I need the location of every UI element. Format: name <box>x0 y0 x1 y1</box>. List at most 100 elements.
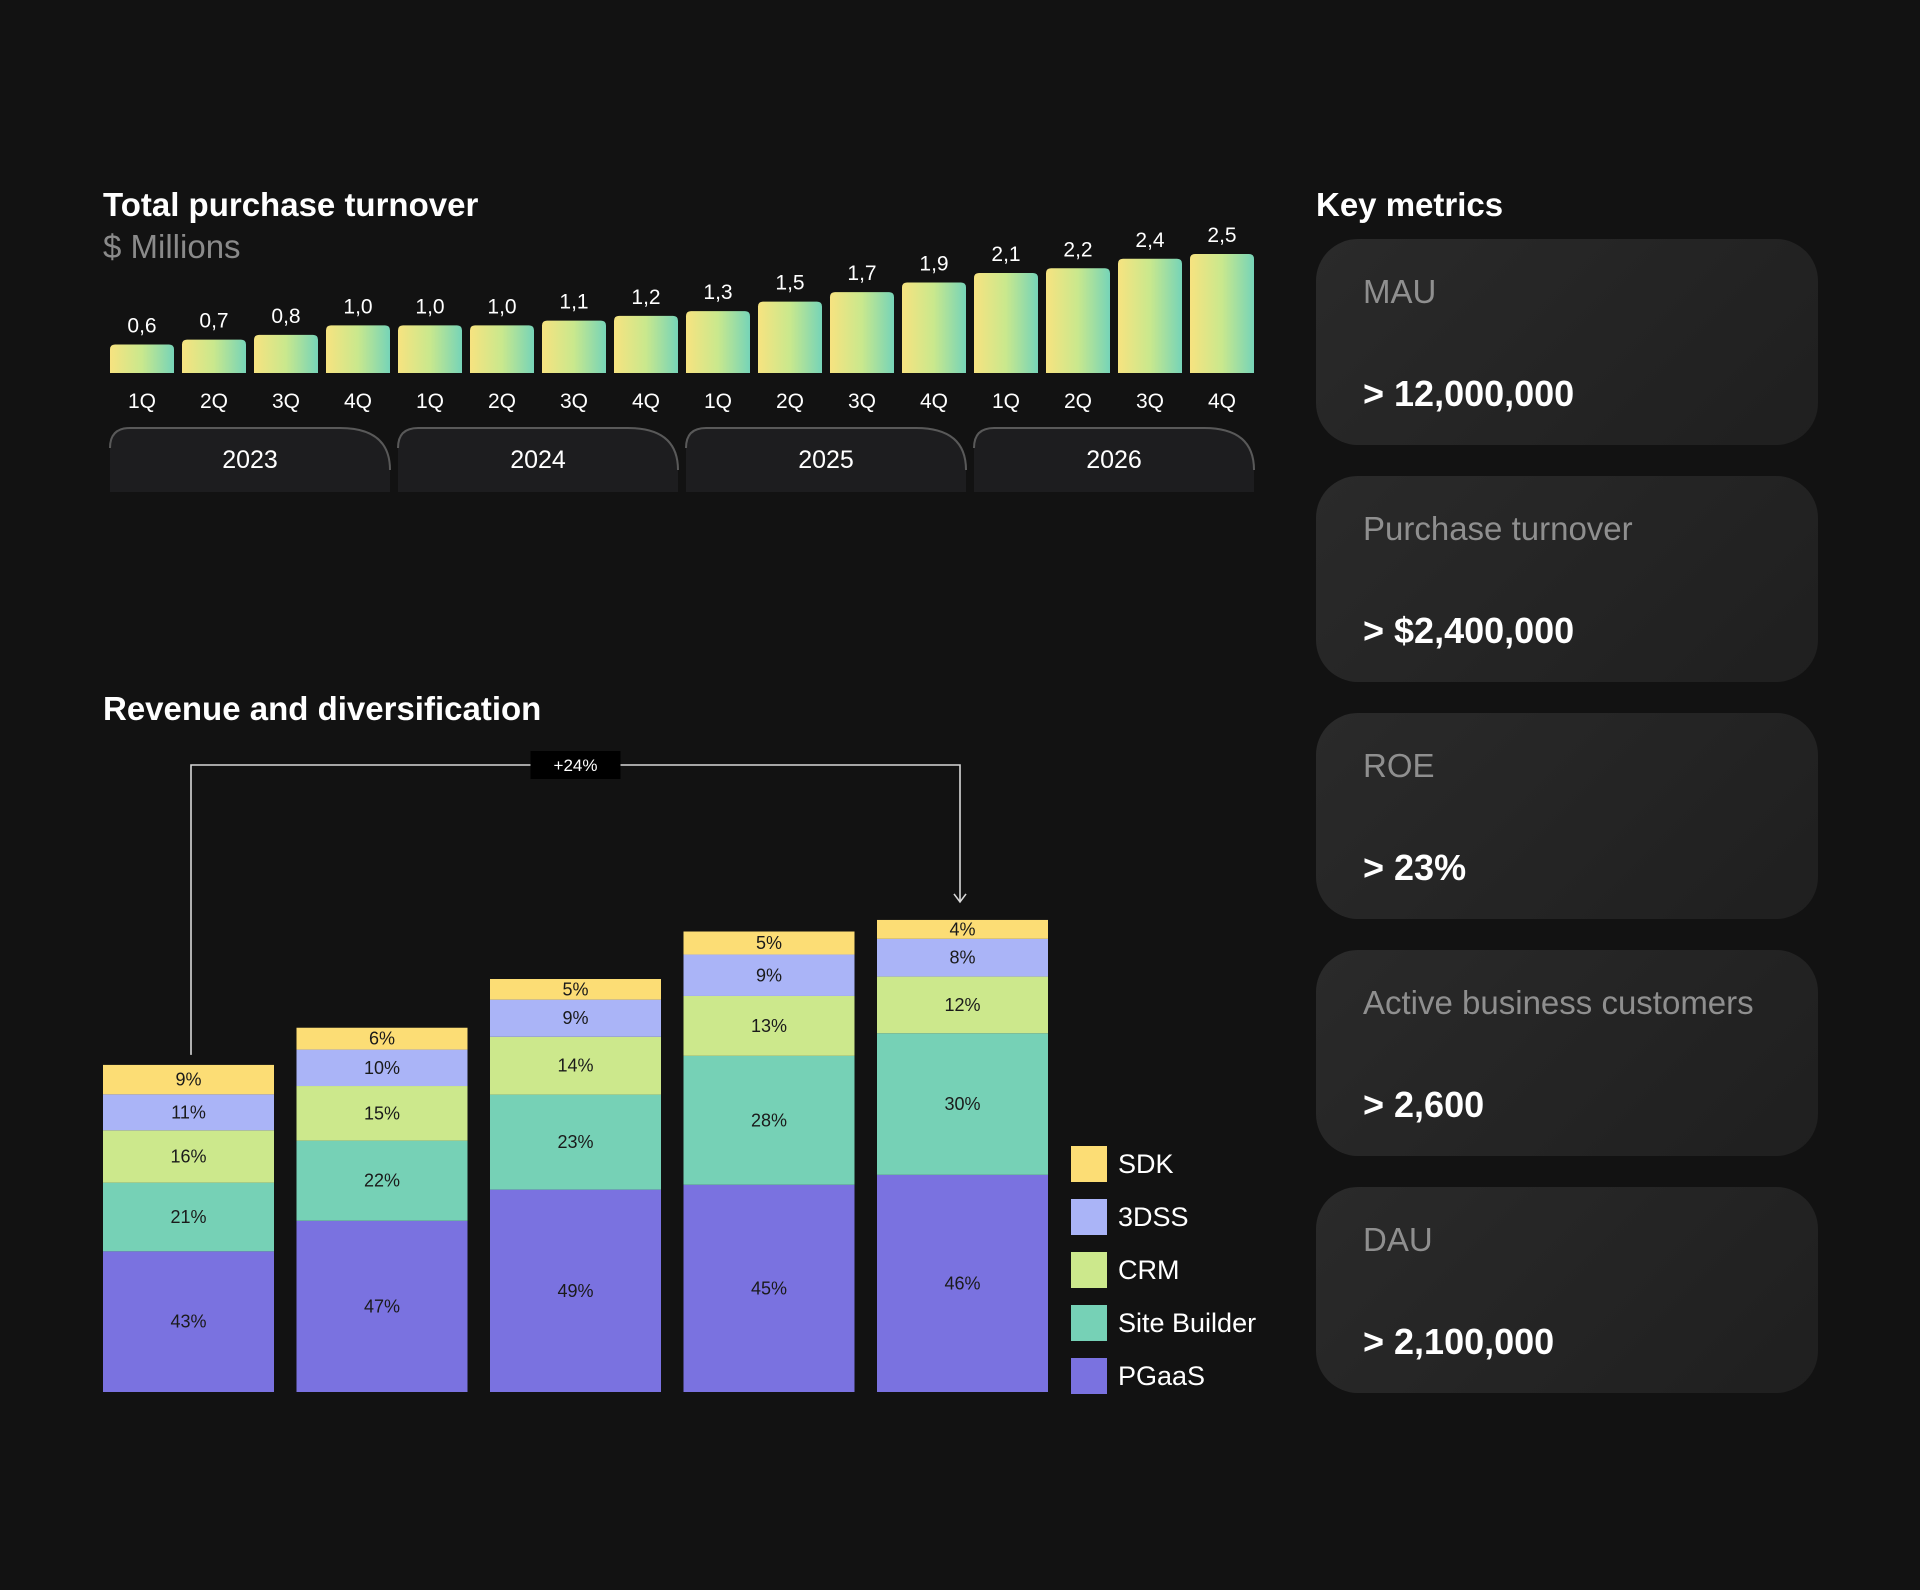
legend-label: Site Builder <box>1118 1308 1256 1338</box>
turnover-value-label: 1,7 <box>847 262 876 285</box>
stack-segment-3dss <box>683 954 855 996</box>
turnover-bar <box>974 273 1038 373</box>
stack-segment-crm <box>683 995 855 1056</box>
stack-segment-label: 28% <box>751 1110 787 1130</box>
stack-segment-sdk <box>490 979 661 1000</box>
year-group-tab <box>110 428 390 492</box>
stack-segment-label: 8% <box>949 948 975 968</box>
turnover-subtitle: $ Millions <box>103 228 241 265</box>
stack-segment-3dss <box>296 1049 468 1087</box>
stack-segment-label: 45% <box>751 1278 787 1298</box>
stack-segment-site-builder <box>103 1182 274 1252</box>
turnover-quarter-label: 1Q <box>704 390 732 413</box>
turnover-bar <box>902 282 966 373</box>
metric-label: MAU <box>1363 273 1437 310</box>
stack-segment-3dss <box>877 938 1048 977</box>
stack-segment-label: 16% <box>170 1146 206 1166</box>
stack-segment-label: 30% <box>944 1094 980 1114</box>
metric-card-mau: MAU > 12,000,000 <box>1316 239 1818 445</box>
turnover-quarter-label: 2Q <box>200 390 228 413</box>
legend-swatch <box>1071 1146 1107 1182</box>
turnover-quarter-label: 3Q <box>1136 390 1164 413</box>
year-group-tab <box>686 428 966 492</box>
legend-swatch <box>1071 1305 1107 1341</box>
turnover-value-label: 1,0 <box>415 295 444 318</box>
stack-segment-3dss <box>103 1094 274 1131</box>
turnover-value-label: 0,8 <box>271 305 300 328</box>
stack-segment-crm <box>490 1036 661 1095</box>
stack-segment-sdk <box>103 1064 274 1095</box>
stack-segment-pgaas <box>490 1189 661 1392</box>
stack-segment-label: 46% <box>944 1273 980 1293</box>
stack-segment-label: 15% <box>364 1103 400 1123</box>
stack-segment-sdk <box>683 931 855 955</box>
legend-swatch <box>1071 1252 1107 1288</box>
revenue-chart: 43% 21% 16% 11% 9% 47% 22% 15% 10% 6% 49% 23% 14% 9% 5… <box>103 751 1256 1394</box>
metric-value: > 23% <box>1363 847 1467 888</box>
metric-value: > $2,400,000 <box>1363 610 1575 651</box>
metric-card-purchase-turnover: Purchase turnover > $2,400,000 <box>1316 476 1818 682</box>
turnover-value-label: 1,0 <box>343 295 372 318</box>
turnover-value-label: 0,6 <box>127 314 156 337</box>
turnover-value-label: 1,1 <box>559 291 588 314</box>
turnover-quarter-label: 1Q <box>416 390 444 413</box>
stack-segment-label: 10% <box>364 1058 400 1078</box>
year-group-outline <box>973 427 1255 471</box>
turnover-quarter-label: 4Q <box>920 390 948 413</box>
year-group-tab <box>974 428 1254 492</box>
growth-arrow-icon <box>953 893 967 904</box>
year-group-tab <box>398 428 678 492</box>
turnover-bar <box>830 292 894 373</box>
stack-segment-label: 22% <box>364 1171 400 1191</box>
stack-segment-label: 4% <box>949 919 975 939</box>
year-group-label: 2025 <box>798 446 854 474</box>
stack-segment-label: 5% <box>562 979 588 999</box>
turnover-quarter-label: 2Q <box>1064 390 1092 413</box>
stack-segment-label: 47% <box>364 1296 400 1316</box>
stack-segment-label: 49% <box>557 1281 593 1301</box>
stack-segment-label: 21% <box>170 1207 206 1227</box>
turnover-value-label: 2,5 <box>1207 224 1236 247</box>
turnover-quarter-label: 3Q <box>560 390 588 413</box>
year-group-outline <box>685 427 967 471</box>
turnover-value-label: 1,2 <box>631 286 660 309</box>
stack-segment-label: 13% <box>751 1016 787 1036</box>
legend-label: 3DSS <box>1118 1202 1189 1232</box>
metric-label: ROE <box>1363 747 1435 784</box>
revenue-title: Revenue and diversification <box>103 690 542 727</box>
year-group-label: 2023 <box>222 446 278 474</box>
metric-card-roe: ROE > 23% <box>1316 713 1818 919</box>
turnover-bar <box>1190 254 1254 373</box>
turnover-bar <box>758 301 822 373</box>
legend-label: SDK <box>1118 1149 1174 1179</box>
metric-value: > 2,100,000 <box>1363 1321 1555 1362</box>
stack-segment-label: 9% <box>562 1008 588 1028</box>
turnover-quarter-label: 2Q <box>776 390 804 413</box>
turnover-bar <box>1046 268 1110 373</box>
turnover-value-label: 2,1 <box>991 243 1020 266</box>
turnover-quarter-label: 4Q <box>1208 390 1236 413</box>
stack-segment-label: 23% <box>557 1132 593 1152</box>
turnover-bar <box>110 344 174 373</box>
stack-segment-site-builder <box>296 1140 468 1221</box>
turnover-bar <box>182 339 246 373</box>
stack-segment-label: 12% <box>944 995 980 1015</box>
turnover-quarter-label: 1Q <box>128 390 156 413</box>
stack-segment-crm <box>103 1130 274 1183</box>
legend-label: CRM <box>1118 1255 1180 1285</box>
turnover-value-label: 1,0 <box>487 295 516 318</box>
turnover-quarter-label: 3Q <box>272 390 300 413</box>
stack-segment-label: 9% <box>756 965 782 985</box>
growth-badge-label: +24% <box>554 756 598 775</box>
year-group-outline <box>109 427 391 471</box>
turnover-bar <box>614 315 678 373</box>
stack-segment-crm <box>296 1086 468 1141</box>
turnover-value-label: 2,4 <box>1135 229 1165 252</box>
stack-segment-label: 43% <box>170 1312 206 1332</box>
year-group-label: 2026 <box>1086 446 1142 474</box>
metric-label: Active business customers <box>1363 984 1754 1021</box>
turnover-quarter-label: 1Q <box>992 390 1020 413</box>
turnover-chart: 0,6 1Q 0,7 2Q 0,8 3Q 1,0 4Q 1,0 1Q 1,0 2Q 1,1 3Q 1,2 4Q… <box>109 224 1255 492</box>
metric-card-active-business-customers: Active business customers > 2,600 <box>1316 950 1818 1156</box>
growth-badge <box>530 751 621 779</box>
